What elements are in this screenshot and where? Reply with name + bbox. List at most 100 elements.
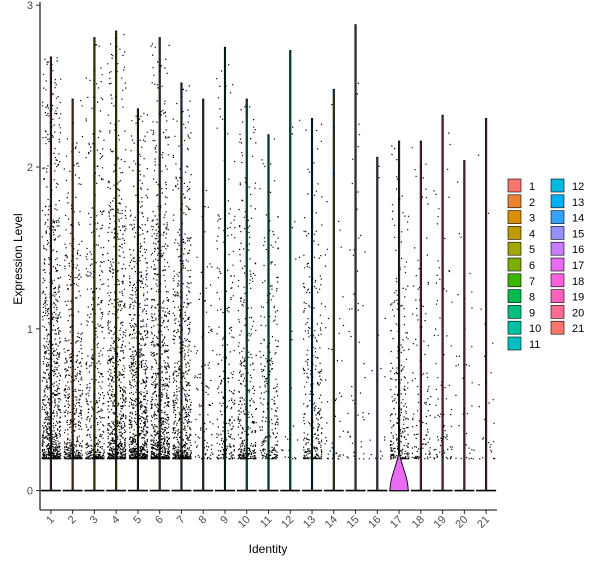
x-tick-label-19: 19 [432,514,449,531]
x-tick-label-17: 17 [388,514,405,531]
legend-swatch-13 [550,194,565,209]
violin-15 [354,24,357,492]
legend-swatch-1 [507,178,522,193]
violin-12 [289,50,292,492]
points-1 [41,57,62,460]
legend-swatch-5 [507,241,522,256]
x-tick-label-3: 3 [88,514,101,527]
x-tick-label-21: 21 [475,514,492,531]
legend-swatch-18 [550,273,565,288]
y-tick-label-0: 0 [27,486,33,498]
violin-21 [485,118,488,492]
legend-label-21: 21 [572,323,584,335]
points-9 [216,64,236,460]
legend-label-19: 19 [572,292,584,304]
legend-swatch-12 [550,178,565,193]
legend-swatch-9 [507,305,522,319]
points-19 [433,132,453,460]
x-tick-label-9: 9 [218,514,231,527]
violin-3 [93,37,96,492]
points-7 [172,85,192,460]
legend-swatch-3 [507,210,522,224]
x-tick-label-20: 20 [453,514,470,531]
violin-17 [398,140,401,492]
legend-label-10: 10 [529,323,541,335]
violin-11 [267,134,270,492]
legend-label-13: 13 [572,197,584,209]
x-tick-label-7: 7 [175,514,188,527]
legend-label-1: 1 [529,181,535,193]
x-tick-label-2: 2 [66,514,79,527]
legend-label-5: 5 [529,244,535,256]
legend-swatch-21 [550,320,565,335]
legend-label-16: 16 [572,244,584,256]
x-tick-label-14: 14 [323,514,340,531]
y-tick-label-1: 1 [27,324,33,336]
legend-swatch-11 [507,336,522,351]
x-tick-label-15: 15 [345,514,362,531]
legend-swatch-2 [507,194,522,209]
x-tick-label-8: 8 [197,514,210,527]
points-5 [128,112,149,460]
legend-label-12: 12 [572,181,584,193]
x-tick-label-16: 16 [366,514,383,531]
legend-label-17: 17 [572,260,584,272]
legend-swatch-8 [507,289,522,303]
legend-label-4: 4 [529,228,535,240]
legend-label-8: 8 [529,292,535,304]
violin-5 [136,108,139,492]
violin-14 [332,88,335,492]
legend-label-18: 18 [572,276,584,288]
y-tick-label-3: 3 [27,0,33,12]
legend-swatch-14 [550,210,565,224]
legend-label-11: 11 [529,339,540,351]
x-axis-title: Identity [249,542,288,556]
violin-1 [49,56,52,492]
legend-swatch-7 [507,273,522,288]
violin-body-17 [389,451,409,492]
points-6 [150,43,171,460]
legend-label-7: 7 [529,276,535,288]
legend-label-9: 9 [529,307,535,319]
y-axis-title: Expression Level [11,213,25,304]
violin-18 [419,140,422,492]
x-tick-label-10: 10 [236,514,253,531]
points-2 [63,100,84,460]
x-tick-label-18: 18 [410,514,427,531]
x-tick-label-6: 6 [153,514,166,527]
legend-swatch-6 [507,257,522,272]
violin-16 [376,156,379,492]
legend-swatch-17 [550,257,565,272]
legend-swatch-19 [550,289,565,303]
x-tick-label-13: 13 [301,514,318,531]
x-tick-label-5: 5 [131,514,144,527]
y-tick-label-2: 2 [27,162,33,174]
legend-swatch-20 [550,305,565,319]
violin-8 [202,98,205,492]
violin-19 [441,114,444,492]
violin-13 [310,118,314,492]
legend-label-14: 14 [572,213,584,225]
points-4 [106,33,127,460]
legend-swatch-10 [507,320,522,335]
legend-label-15: 15 [572,228,584,240]
violins [40,24,497,492]
points-3 [85,44,105,460]
legend-label-6: 6 [529,260,535,272]
points-10 [237,104,257,460]
legend-label-3: 3 [529,213,535,225]
legend-label-20: 20 [572,307,584,319]
violin-20 [463,160,466,492]
legend-swatch-15 [550,226,565,240]
x-tick-label-4: 4 [109,514,122,527]
legend-swatch-16 [550,241,565,256]
points-17 [389,145,410,460]
x-tick-label-1: 1 [44,514,57,527]
violin-10 [245,98,248,492]
x-tick-label-12: 12 [279,514,296,531]
x-tick-label-11: 11 [258,514,275,531]
jitter-points [41,33,496,460]
legend-label-2: 2 [529,197,535,209]
